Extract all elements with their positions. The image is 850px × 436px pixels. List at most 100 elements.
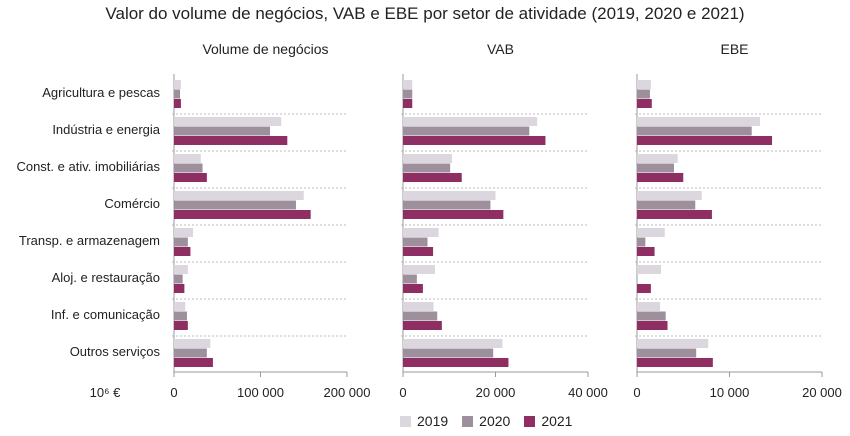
x-tick-label: 0 [170, 385, 177, 400]
bar [174, 136, 288, 145]
x-tick-label: 10 000 [710, 385, 750, 400]
legend-item-2021: 2021 [524, 413, 572, 429]
bar [637, 154, 678, 163]
x-tick-label: 0 [399, 385, 406, 400]
bar [403, 284, 423, 293]
legend: 2019 2020 2021 [400, 413, 572, 429]
bar [637, 191, 702, 200]
bar [174, 265, 188, 274]
panel-title: EBE [720, 41, 748, 57]
x-tick-label: 20 000 [802, 385, 842, 400]
bar [403, 265, 435, 274]
bar [637, 265, 662, 274]
bar [403, 237, 428, 247]
bar [174, 348, 207, 358]
bar [403, 228, 439, 237]
bar [637, 311, 666, 321]
bar [403, 274, 417, 284]
bar [637, 358, 713, 367]
unit-label: 10⁶ € [90, 385, 121, 400]
bar [403, 99, 413, 108]
x-tick-label: 0 [633, 385, 640, 400]
bar [174, 80, 181, 89]
bar [403, 163, 451, 173]
chart-title: Valor do volume de negócios, VAB e EBE p… [105, 4, 745, 23]
panel-title: Volume de negócios [202, 41, 328, 57]
bar [403, 321, 442, 330]
legend-swatch-2020 [462, 415, 474, 427]
bar [403, 89, 413, 99]
x-tick-label: 40 000 [568, 385, 608, 400]
bar [403, 348, 494, 358]
bar [174, 191, 304, 200]
category-label: Comércio [104, 196, 160, 211]
bar [403, 247, 434, 256]
category-label: Indústria e energia [52, 122, 160, 137]
bar [174, 154, 201, 163]
legend-swatch-2021 [524, 415, 536, 427]
x-tick-label: 100 000 [237, 385, 284, 400]
bar [174, 210, 311, 219]
bar [637, 173, 684, 182]
legend-label-2019: 2019 [417, 413, 449, 429]
bar [174, 284, 185, 293]
bar [174, 311, 187, 321]
bar [174, 200, 296, 210]
bar [403, 154, 453, 163]
bar [637, 210, 712, 219]
bar [403, 200, 491, 210]
panel-title: VAB [487, 41, 514, 57]
bar [174, 117, 282, 126]
bar [637, 284, 651, 293]
bar [174, 163, 203, 173]
bar [637, 339, 709, 348]
category-label: Inf. e comunicação [51, 307, 160, 322]
bar [403, 339, 503, 348]
bar [637, 117, 761, 126]
bar [637, 228, 665, 237]
x-tick-label: 20 000 [476, 385, 516, 400]
bar [403, 302, 434, 311]
bar [637, 302, 661, 311]
bar [403, 191, 496, 200]
bar [637, 237, 646, 247]
legend-item-2019: 2019 [400, 413, 448, 429]
bar [174, 247, 191, 256]
bar [174, 274, 183, 284]
bar [403, 311, 438, 321]
bar [403, 358, 509, 367]
bar [637, 136, 773, 145]
bar [637, 126, 752, 136]
category-label: Outros serviços [70, 344, 161, 359]
bar [403, 136, 546, 145]
bar [174, 173, 207, 182]
bar [637, 247, 655, 256]
bar [403, 117, 538, 126]
bar [174, 228, 194, 237]
bar [637, 321, 668, 330]
category-label: Agricultura e pescas [42, 85, 160, 100]
bar [174, 302, 186, 311]
x-tick-label: 200 000 [324, 385, 371, 400]
bar [174, 89, 181, 99]
category-label: Aloj. e restauração [52, 270, 160, 285]
bar [637, 89, 650, 99]
bar [403, 210, 504, 219]
bar [174, 321, 188, 330]
legend-label-2020: 2020 [479, 413, 511, 429]
category-label: Const. e ativ. imobiliárias [16, 159, 160, 174]
bar [403, 173, 462, 182]
bar [403, 80, 413, 89]
category-label: Transp. e armazenagem [19, 233, 160, 248]
bar [174, 358, 213, 367]
bar [174, 339, 211, 348]
bar [174, 126, 271, 136]
bar [637, 80, 651, 89]
legend-swatch-2019 [400, 415, 411, 427]
bar [637, 163, 674, 173]
bar [403, 126, 530, 136]
bar [637, 200, 696, 210]
bar [174, 237, 188, 247]
legend-item-2020: 2020 [462, 413, 510, 429]
